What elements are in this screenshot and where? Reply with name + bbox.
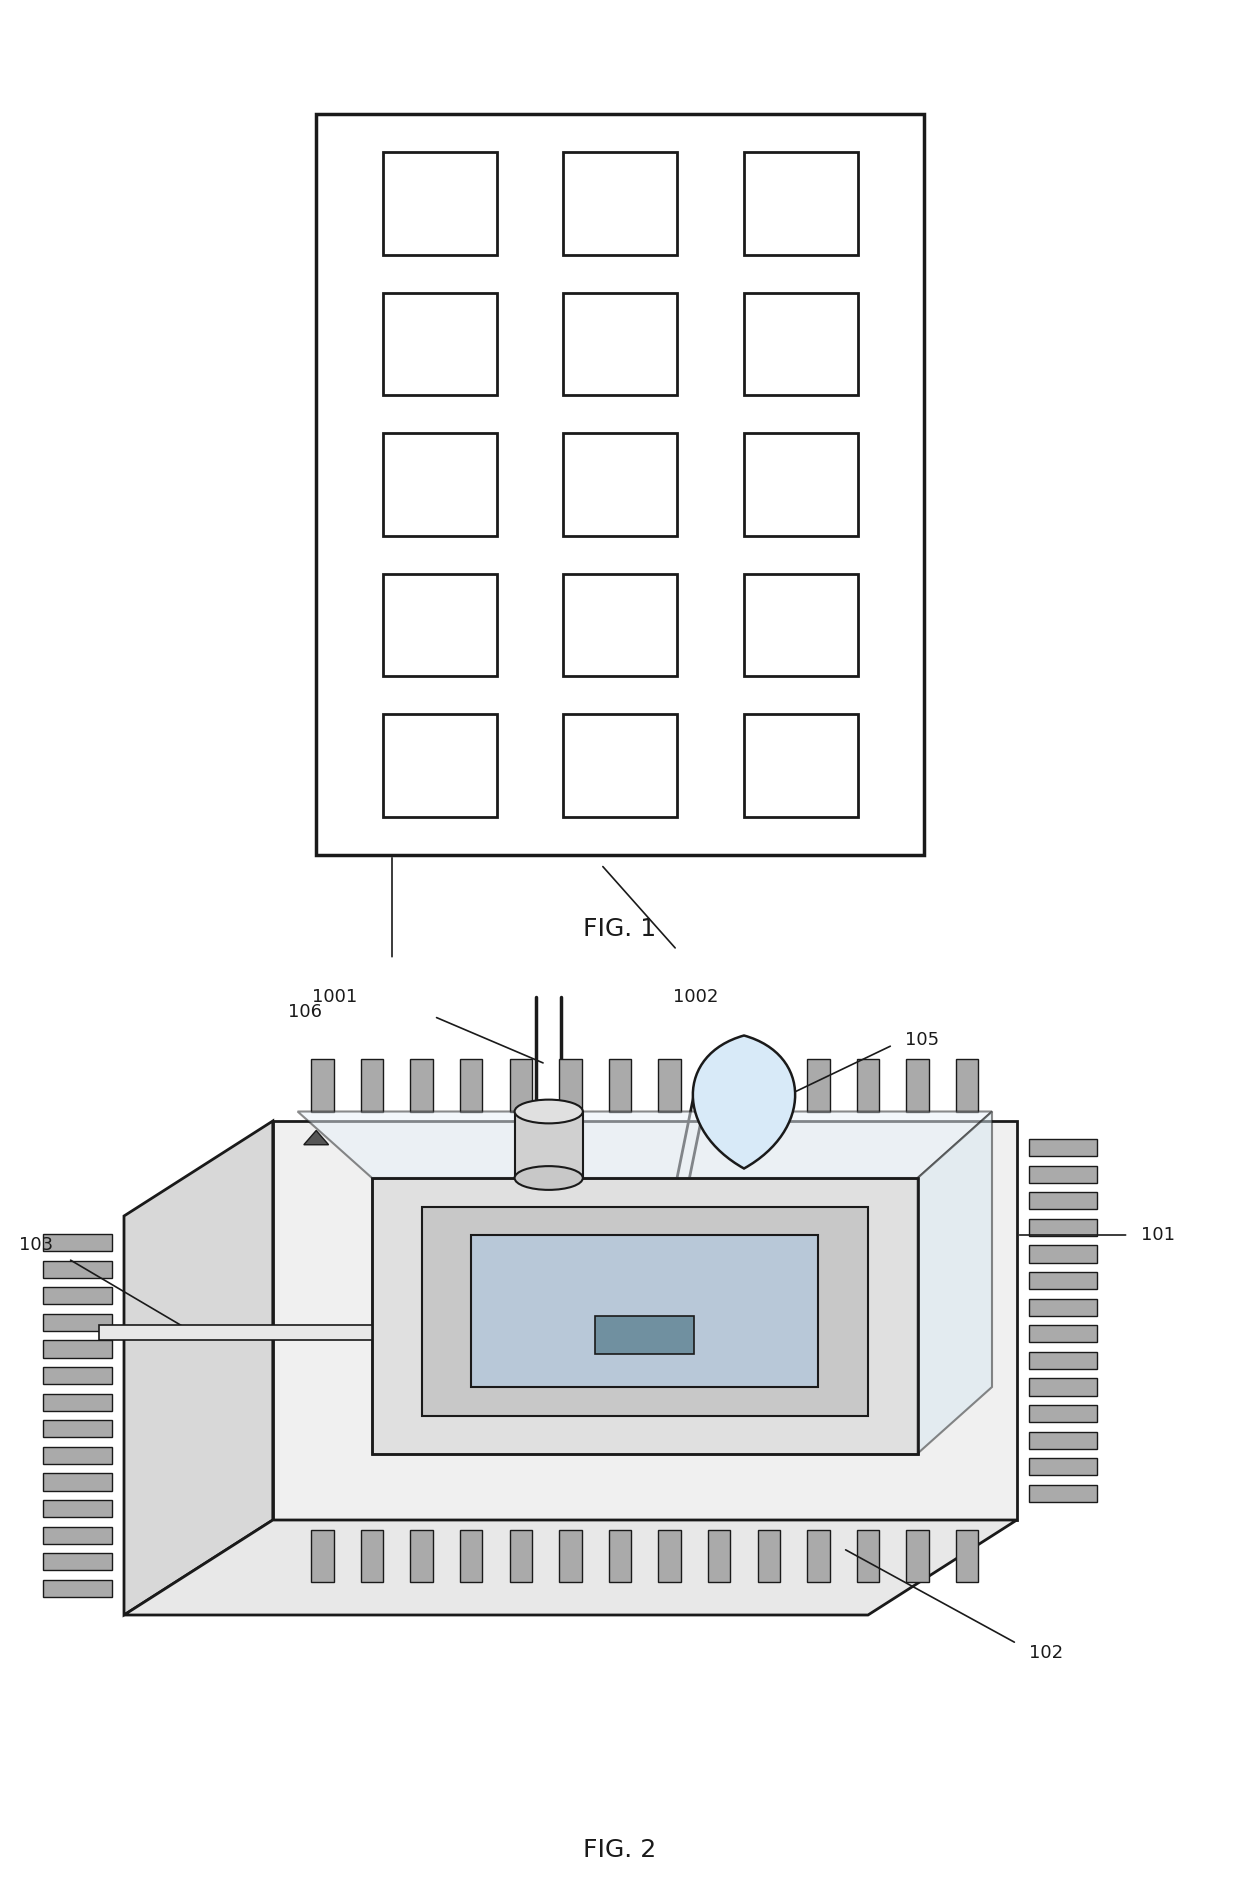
Polygon shape — [43, 1581, 112, 1596]
Polygon shape — [956, 1060, 978, 1111]
Polygon shape — [43, 1235, 112, 1252]
Bar — [382, 574, 496, 676]
Polygon shape — [372, 1178, 918, 1454]
Polygon shape — [510, 1530, 532, 1581]
Polygon shape — [298, 1112, 992, 1178]
Polygon shape — [918, 1112, 992, 1454]
Polygon shape — [410, 1060, 433, 1111]
Bar — [316, 114, 924, 855]
Polygon shape — [361, 1060, 383, 1111]
Polygon shape — [422, 1206, 868, 1416]
Bar — [563, 293, 677, 395]
Ellipse shape — [515, 1167, 583, 1189]
Bar — [744, 574, 858, 676]
Polygon shape — [1029, 1165, 1097, 1182]
Polygon shape — [1029, 1273, 1097, 1290]
Polygon shape — [1029, 1353, 1097, 1368]
Polygon shape — [1029, 1326, 1097, 1341]
Text: FIG. 2: FIG. 2 — [583, 1837, 657, 1862]
Text: 101: 101 — [1141, 1226, 1174, 1244]
Polygon shape — [311, 1060, 334, 1111]
Polygon shape — [273, 1121, 1017, 1520]
Polygon shape — [708, 1060, 730, 1111]
Polygon shape — [43, 1288, 112, 1303]
Bar — [563, 152, 677, 255]
Polygon shape — [857, 1060, 879, 1111]
Text: 1001: 1001 — [312, 988, 357, 1005]
Polygon shape — [460, 1060, 482, 1111]
Polygon shape — [857, 1530, 879, 1581]
Text: 106: 106 — [289, 1003, 322, 1020]
Polygon shape — [460, 1530, 482, 1581]
Polygon shape — [609, 1530, 631, 1581]
Polygon shape — [1029, 1486, 1097, 1501]
Bar — [382, 293, 496, 395]
Polygon shape — [43, 1474, 112, 1490]
Polygon shape — [410, 1530, 433, 1581]
Bar — [382, 433, 496, 536]
Polygon shape — [609, 1060, 631, 1111]
Text: FIG. 1: FIG. 1 — [584, 916, 656, 940]
Polygon shape — [1029, 1193, 1097, 1210]
Text: 103: 103 — [19, 1235, 53, 1254]
Polygon shape — [658, 1060, 681, 1111]
Polygon shape — [906, 1060, 929, 1111]
Polygon shape — [1029, 1140, 1097, 1155]
Polygon shape — [1029, 1459, 1097, 1474]
Text: 104: 104 — [781, 1178, 816, 1197]
Polygon shape — [471, 1235, 818, 1387]
Polygon shape — [559, 1060, 582, 1111]
Bar — [563, 433, 677, 536]
Polygon shape — [43, 1528, 112, 1543]
Polygon shape — [43, 1501, 112, 1516]
Bar — [744, 293, 858, 395]
Polygon shape — [1029, 1433, 1097, 1448]
Polygon shape — [43, 1368, 112, 1383]
Polygon shape — [807, 1530, 830, 1581]
Ellipse shape — [515, 1100, 583, 1123]
Text: 1002: 1002 — [673, 988, 719, 1005]
Bar — [515, 1112, 583, 1178]
Polygon shape — [595, 1315, 694, 1353]
Bar — [744, 433, 858, 536]
Text: 102: 102 — [1029, 1644, 1064, 1662]
Polygon shape — [43, 1341, 112, 1357]
Polygon shape — [124, 1520, 1017, 1615]
Polygon shape — [43, 1554, 112, 1569]
PathPatch shape — [693, 1036, 795, 1168]
Polygon shape — [361, 1530, 383, 1581]
Polygon shape — [43, 1421, 112, 1436]
Polygon shape — [1029, 1220, 1097, 1237]
Bar — [382, 152, 496, 255]
Polygon shape — [43, 1262, 112, 1279]
Bar — [563, 574, 677, 676]
Polygon shape — [1029, 1246, 1097, 1264]
Polygon shape — [559, 1530, 582, 1581]
Polygon shape — [304, 1130, 329, 1144]
Polygon shape — [43, 1448, 112, 1463]
Polygon shape — [1029, 1300, 1097, 1315]
Polygon shape — [124, 1121, 273, 1615]
Polygon shape — [758, 1060, 780, 1111]
Polygon shape — [807, 1060, 830, 1111]
Polygon shape — [99, 1326, 372, 1339]
Bar — [563, 714, 677, 817]
Polygon shape — [43, 1395, 112, 1410]
Polygon shape — [708, 1530, 730, 1581]
Polygon shape — [1029, 1406, 1097, 1421]
Text: 105: 105 — [905, 1032, 940, 1049]
Polygon shape — [43, 1315, 112, 1330]
Bar — [382, 714, 496, 817]
Polygon shape — [658, 1530, 681, 1581]
Polygon shape — [510, 1060, 532, 1111]
Bar — [744, 152, 858, 255]
Bar — [744, 714, 858, 817]
Polygon shape — [1029, 1379, 1097, 1395]
Polygon shape — [311, 1530, 334, 1581]
Polygon shape — [956, 1530, 978, 1581]
Polygon shape — [758, 1530, 780, 1581]
Polygon shape — [906, 1530, 929, 1581]
